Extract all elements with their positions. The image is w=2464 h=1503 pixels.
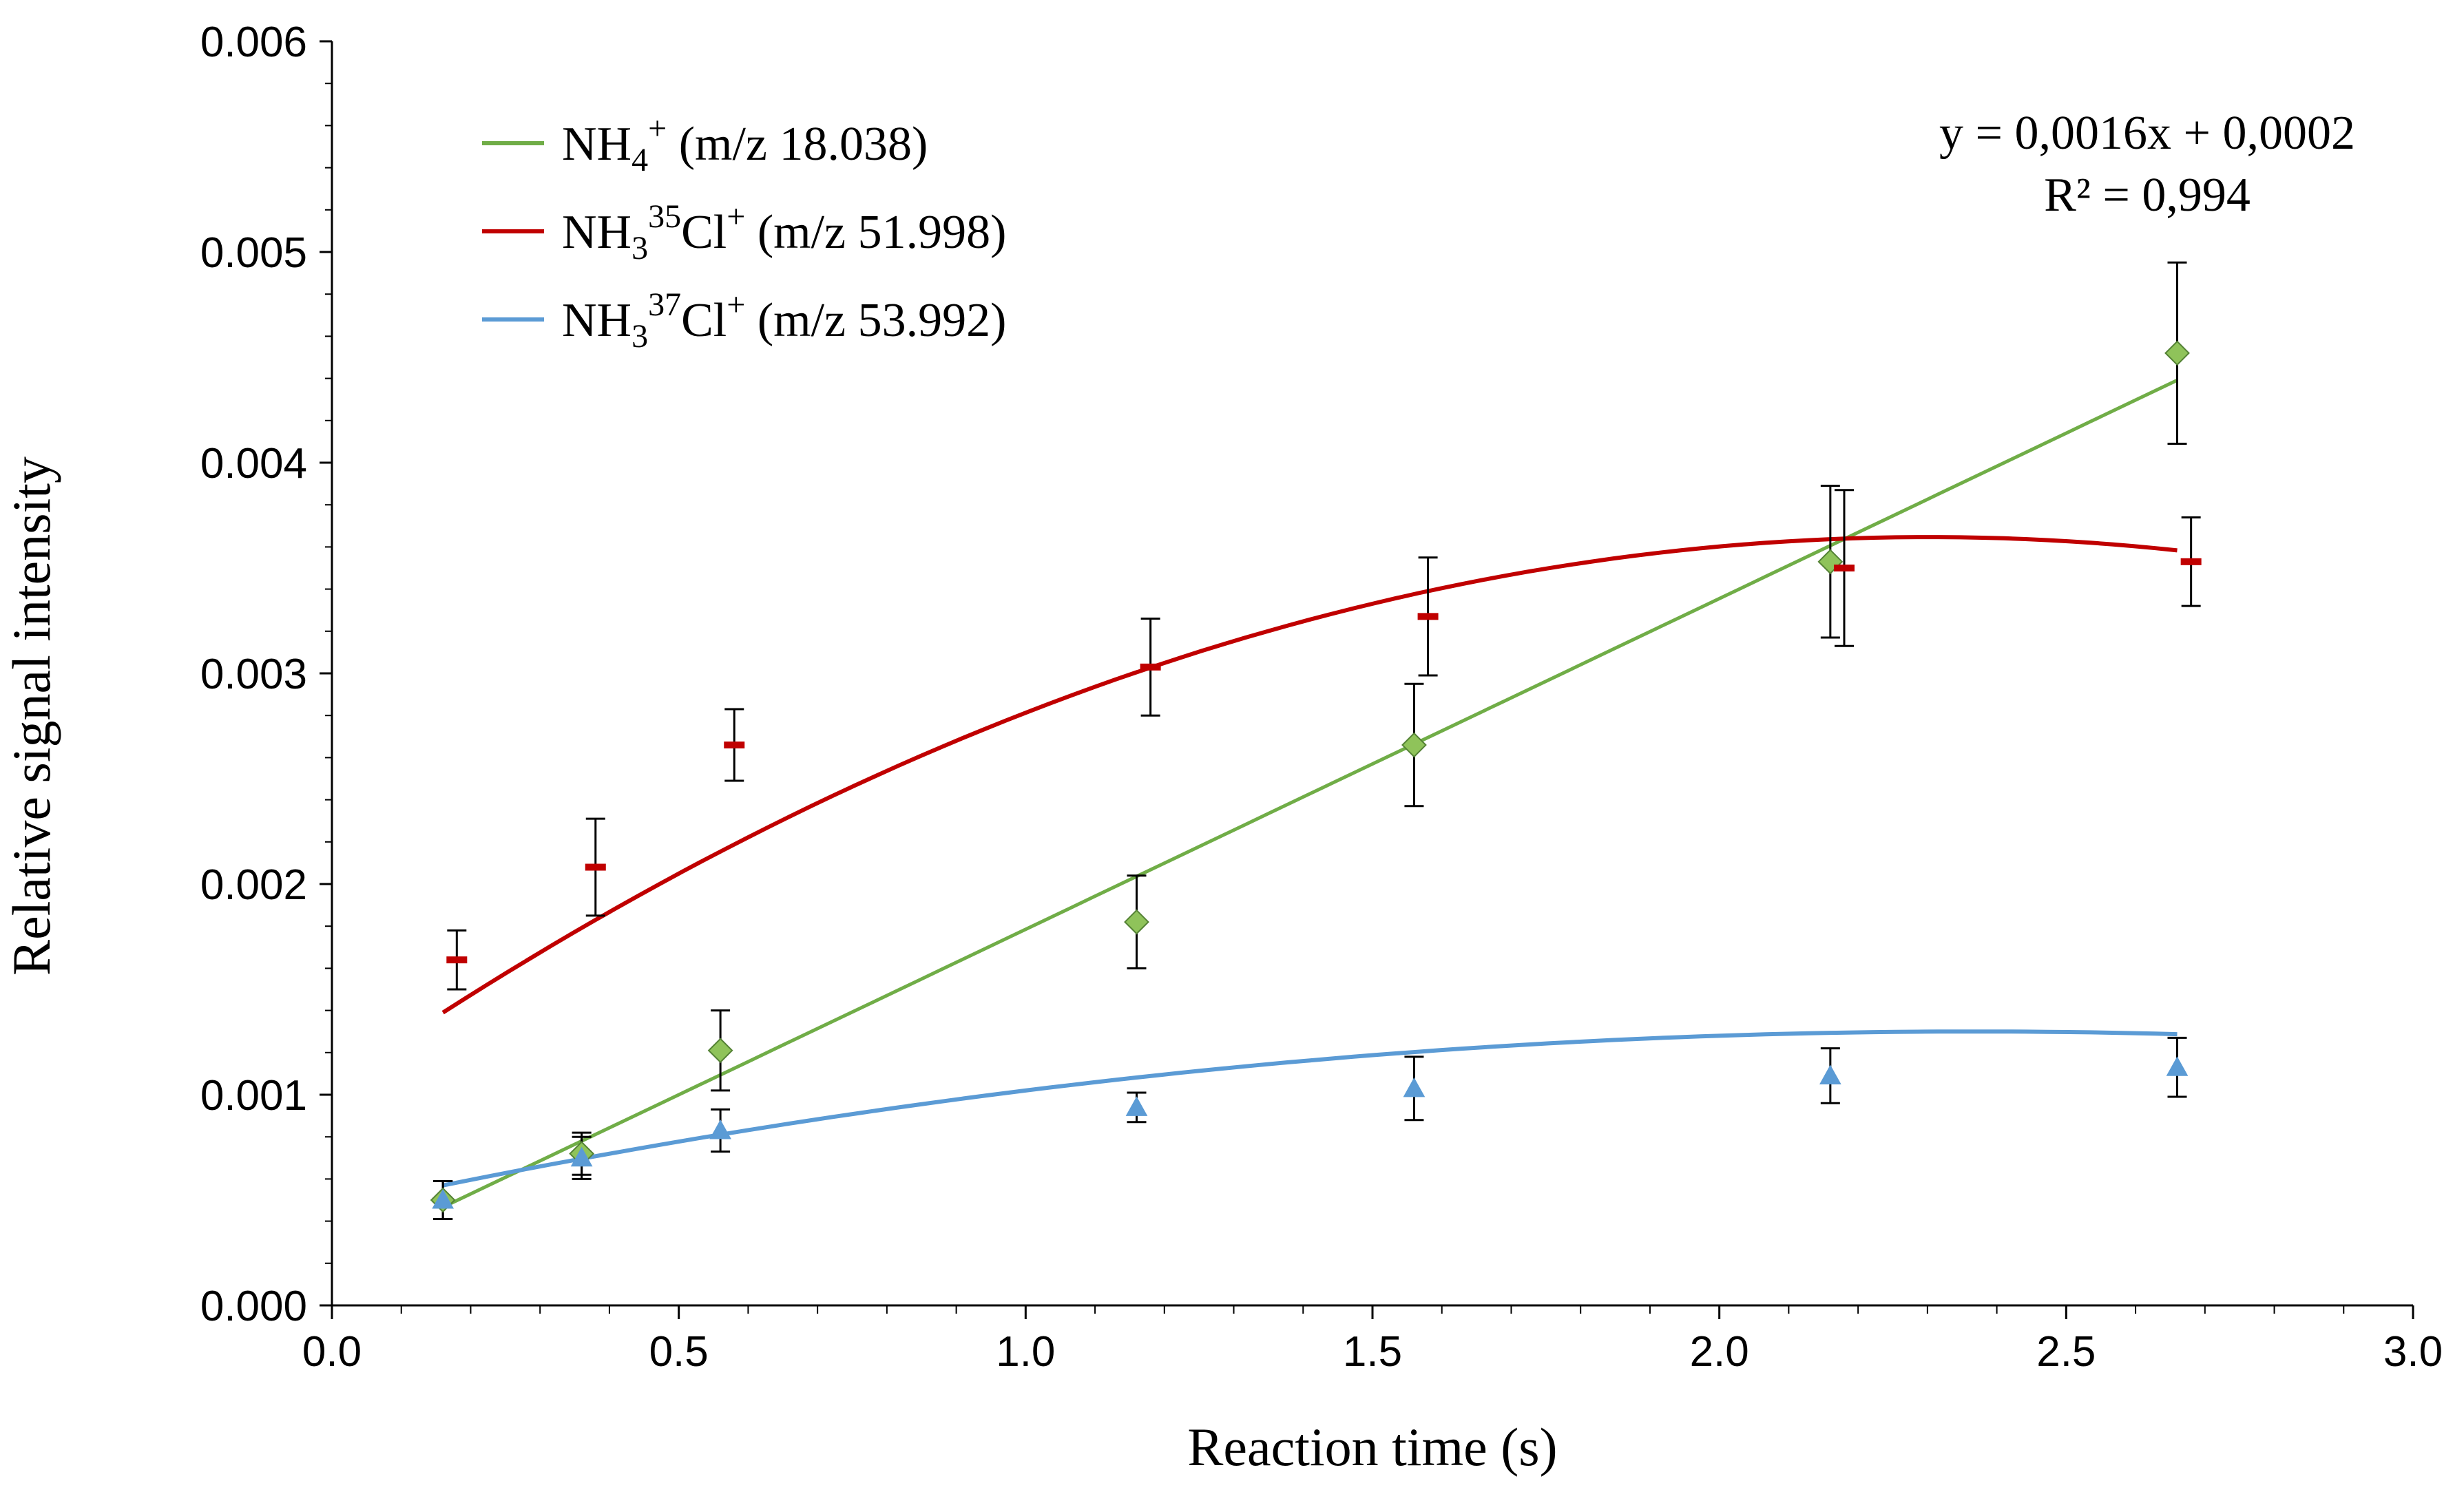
legend-label-base: NH xyxy=(562,118,631,171)
data-point-series-2 xyxy=(585,863,606,871)
axes-layer: 0.000 0.001 0.002 0.003 0.004 0.005 0.006 0.0 0.… xyxy=(200,19,2443,1376)
legend-label-charge: + xyxy=(648,110,667,147)
legend-label-base: NH xyxy=(562,206,631,259)
data-point-series-2 xyxy=(1833,565,1855,571)
x-tick-label: 3.0 xyxy=(2383,1328,2443,1376)
trendline-series-2 xyxy=(441,535,2178,1015)
data-point-series-2 xyxy=(1140,663,1161,671)
y-tick-label: 0.006 xyxy=(200,19,307,66)
data-point-series-1 xyxy=(1124,909,1149,935)
data-point-series-1 xyxy=(1401,732,1427,758)
legend-entry: NH337Cl+ (m/z 53.992) xyxy=(482,286,1006,355)
legend-label: NH335Cl+ (m/z 51.998) xyxy=(562,198,1006,266)
x-tick-label: 2.5 xyxy=(2036,1328,2096,1376)
legend-label: NH4+ (m/z 18.038) xyxy=(562,110,928,178)
legend-label-isotope: 37 xyxy=(648,286,681,323)
legend-label-subscript: 3 xyxy=(631,230,648,266)
legend-label-base: NH xyxy=(562,294,631,347)
legend-label-charge: + xyxy=(727,286,745,323)
data-point-series-3 xyxy=(709,1119,731,1139)
data-point-series-3 xyxy=(570,1146,593,1167)
data-point-series-2 xyxy=(2180,558,2202,565)
legend-label-isotope: 35 xyxy=(648,198,681,235)
legend-entry: NH4+ (m/z 18.038) xyxy=(482,110,928,178)
data-point-series-1 xyxy=(2164,340,2190,366)
data-point-series-3 xyxy=(1819,1064,1841,1084)
error-bar-layer xyxy=(433,261,2201,1221)
legend-label: NH337Cl+ (m/z 53.992) xyxy=(562,286,1006,355)
y-tick-label: 0.004 xyxy=(200,440,307,487)
legend-label-tail: (m/z 53.992) xyxy=(745,294,1006,347)
legend-label-element: Cl xyxy=(681,294,727,347)
fit-equation: y = 0,0016x + 0,0002 xyxy=(1939,107,2355,160)
y-tick-label: 0.003 xyxy=(200,651,307,698)
x-tick-label: 0.5 xyxy=(649,1328,709,1376)
y-tick-label: 0.001 xyxy=(200,1072,307,1120)
legend-entry: NH335Cl+ (m/z 51.998) xyxy=(482,198,1006,266)
trendline-series-3 xyxy=(442,1029,2178,1188)
x-tick-label: 1.5 xyxy=(1343,1328,1402,1376)
y-tick-label: 0.005 xyxy=(200,229,307,277)
fit-layer xyxy=(441,379,2178,1209)
legend-label-tail: (m/z 18.038) xyxy=(667,118,928,171)
data-point-series-3 xyxy=(2166,1056,2189,1076)
x-tick-label: 2.0 xyxy=(1690,1328,1749,1376)
legend-label-subscript: 3 xyxy=(631,318,648,355)
legend-label-subscript: 4 xyxy=(631,142,648,178)
data-point-series-2 xyxy=(724,742,745,749)
legend-label-charge: + xyxy=(727,198,745,235)
data-point-series-1 xyxy=(707,1038,733,1064)
legend: NH4+ (m/z 18.038)NH335Cl+ (m/z 51.998)NH… xyxy=(482,110,1006,355)
marker-layer xyxy=(430,340,2202,1213)
legend-label-element: Cl xyxy=(681,206,727,259)
x-axis-title: Reaction time (s) xyxy=(1187,1417,1557,1477)
trendline-series-1 xyxy=(442,379,2178,1209)
data-point-series-3 xyxy=(1125,1096,1148,1116)
data-point-series-3 xyxy=(432,1188,455,1209)
x-tick-label: 0.0 xyxy=(302,1328,362,1376)
fit-r-squared: R² = 0,994 xyxy=(2044,169,2251,222)
x-tick-label: 1.0 xyxy=(996,1328,1055,1376)
y-tick-label: 0.000 xyxy=(200,1283,307,1330)
data-point-series-2 xyxy=(1417,613,1439,620)
legend-label-tail: (m/z 51.998) xyxy=(745,206,1006,259)
y-tick-label: 0.002 xyxy=(200,861,307,909)
data-point-series-2 xyxy=(446,956,468,964)
y-axis-title: Relative signal intensity xyxy=(1,456,61,976)
data-point-series-3 xyxy=(1403,1077,1426,1097)
